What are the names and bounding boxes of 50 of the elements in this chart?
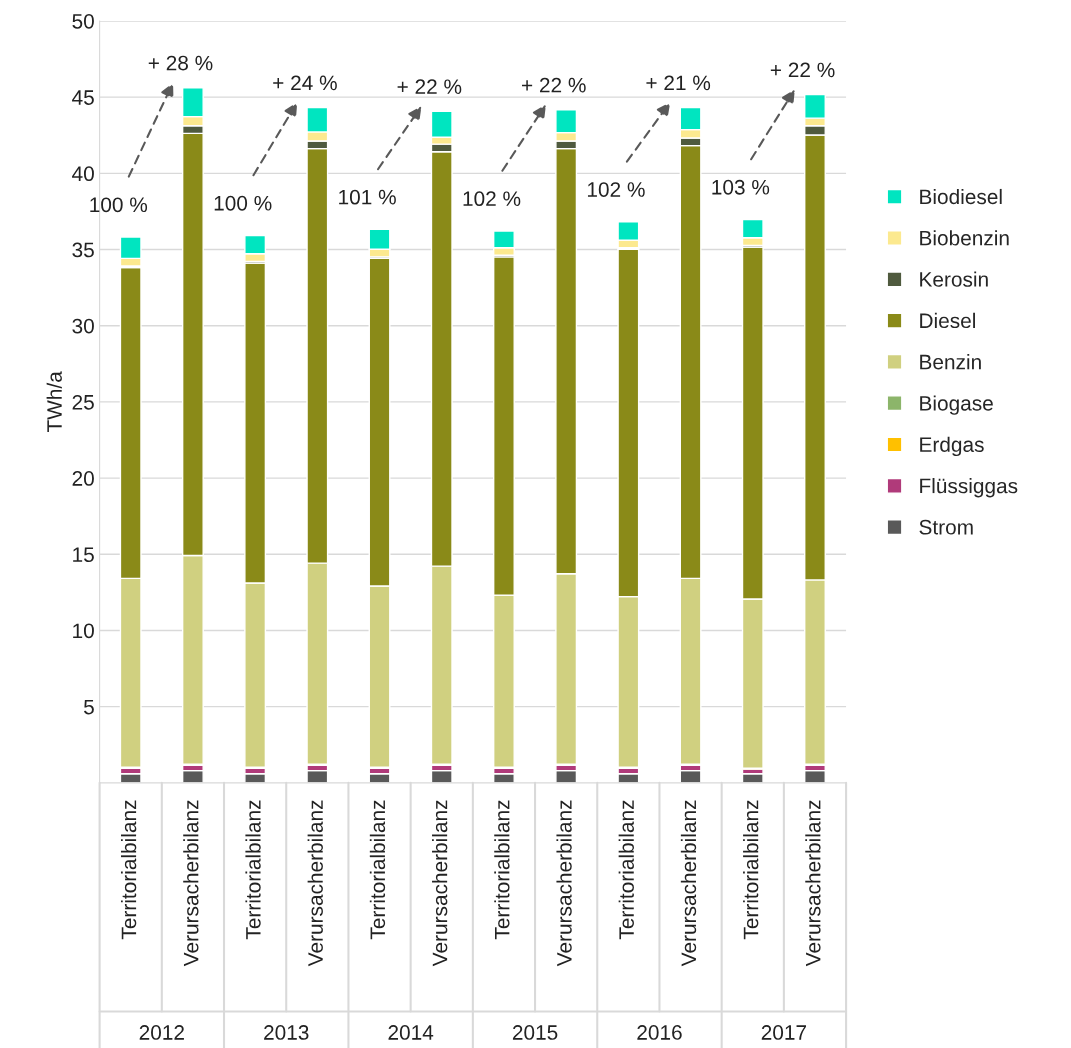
- y-tick-label: 10: [73, 623, 94, 639]
- legend-label: Flüssiggas: [920, 477, 1018, 498]
- text: 2017: [761, 1025, 807, 1040]
- x-tick-label: Verursacherbilanz: [556, 800, 572, 967]
- legend-label: Biobenzin: [920, 230, 1009, 246]
- x-tick-label: Verursacherbilanz: [307, 800, 323, 967]
- legend-label: Benzin: [920, 354, 981, 370]
- annotation: + 22 %: [770, 62, 835, 78]
- annotation: + 28 %: [148, 55, 213, 71]
- x-tick-label: Verursacherbilanz: [805, 800, 821, 967]
- text: 2012: [139, 1025, 184, 1040]
- annotation: 103 %: [712, 179, 770, 195]
- annotation: 101 %: [339, 189, 396, 205]
- legend-label: Biodiesel: [920, 188, 1002, 205]
- legend-label: Biogase: [920, 395, 993, 415]
- annotation: 100 %: [214, 195, 272, 211]
- annotation: + 21 %: [646, 75, 711, 91]
- y-axis-title: TWh/a: [46, 371, 62, 433]
- y-tick-label: 35: [72, 242, 94, 258]
- x-tick-label: Territorialbilanz: [743, 800, 759, 940]
- x-tick-label: Territorialbilanz: [121, 800, 137, 940]
- y-tick-label: 30: [72, 318, 94, 334]
- y-tick-label: 5: [83, 699, 94, 715]
- x-tick-label: Verursacherbilanz: [183, 800, 199, 967]
- y-tick-label: 40: [72, 166, 94, 182]
- y-tick-label: 50: [72, 13, 94, 29]
- annotation: + 22 %: [522, 77, 586, 93]
- y-tick-label: 15: [73, 547, 94, 563]
- y-tick-label: 45: [72, 90, 94, 105]
- annotation: + 24 %: [273, 75, 337, 91]
- annotation: 102 %: [587, 182, 645, 197]
- x-tick-label: Territorialbilanz: [245, 800, 261, 940]
- annotation: + 22 %: [397, 79, 462, 94]
- x-tick-label: Territorialbilanz: [618, 800, 634, 940]
- y-tick-label: 25: [72, 394, 94, 410]
- text: 2013: [264, 1025, 309, 1040]
- text: 2014: [388, 1025, 434, 1040]
- legend-label: Diesel: [920, 312, 975, 329]
- x-tick-label: Territorialbilanz: [494, 800, 510, 940]
- x-tick-label: Verursacherbilanz: [432, 800, 448, 967]
- x-tick-label: Verursacherbilanz: [680, 800, 697, 967]
- legend-label: Strom: [919, 519, 973, 535]
- annotation: 102 %: [463, 191, 521, 207]
- legend-label: Erdgas: [920, 436, 984, 457]
- x-tick-label: Territorialbilanz: [369, 800, 386, 940]
- text: 2016: [637, 1025, 682, 1040]
- y-tick-label: 20: [72, 471, 94, 486]
- text: 2015: [512, 1025, 558, 1040]
- annotation: 100 %: [90, 197, 148, 213]
- legend-label: Kerosin: [920, 271, 988, 287]
